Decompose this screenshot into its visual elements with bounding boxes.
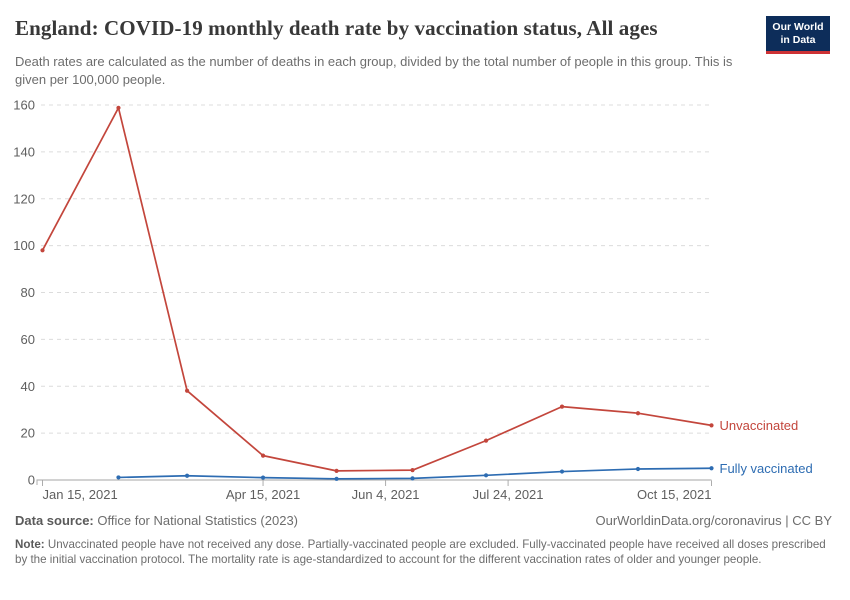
data-point-marker (184, 473, 190, 478)
data-point-marker (260, 453, 266, 458)
y-axis-tick-label: 140 (13, 144, 35, 159)
data-point-marker (184, 388, 190, 393)
owid-logo-line2: in Data (780, 33, 816, 46)
data-point-marker (559, 469, 565, 474)
y-axis-tick-label: 0 (28, 473, 35, 488)
data-point-marker (410, 476, 415, 481)
data-source: Data source: Office for National Statist… (15, 513, 298, 528)
note-text: Unvaccinated people have not received an… (15, 538, 826, 566)
y-axis-tick-label: 60 (21, 332, 35, 347)
x-axis-tick-label: Jul 24, 2021 (473, 487, 544, 502)
data-point-marker (116, 475, 121, 480)
footer-note: Note: Unvaccinated people have not recei… (15, 538, 831, 568)
owid-logo-line1: Our World (772, 21, 824, 33)
series-line-unvaccinated (41, 106, 713, 472)
series-end-label-fully-vaccinated: Fully vaccinated (720, 461, 813, 476)
page-title: England: COVID-19 monthly death rate by … (15, 16, 658, 40)
data-point-marker (483, 438, 489, 443)
data-point-marker (40, 248, 45, 253)
y-axis-tick-label: 40 (21, 379, 35, 394)
data-source-value: Office for National Statistics (2023) (97, 513, 298, 528)
footer-source-row: Data source: Office for National Statist… (15, 513, 832, 528)
x-axis-tick-label: Oct 15, 2021 (637, 487, 711, 502)
x-axis-tick-label: Jan 15, 2021 (43, 487, 118, 502)
data-point-marker (635, 466, 641, 472)
data-point-marker (334, 476, 339, 481)
series-end-label-unvaccinated: Unvaccinated (720, 418, 799, 433)
data-source-label: Data source: (15, 513, 94, 528)
y-axis-tick-label: 100 (13, 238, 35, 253)
data-point-marker (635, 411, 641, 416)
x-axis-tick-label: Jun 4, 2021 (352, 487, 420, 502)
data-point-marker (334, 468, 339, 473)
data-point-marker (709, 423, 714, 428)
data-point-marker (116, 105, 121, 110)
data-point-marker (410, 468, 415, 473)
data-point-marker (709, 466, 714, 471)
y-axis-tick-label: 160 (13, 98, 35, 113)
attribution-link: OurWorldinData.org/coronavirus | CC BY (595, 513, 832, 528)
y-axis-tick-label: 20 (21, 426, 35, 441)
data-point-marker (559, 404, 565, 409)
data-point-marker (260, 475, 266, 480)
x-axis-tick-label: Apr 15, 2021 (226, 487, 300, 502)
y-axis-tick-label: 80 (21, 285, 35, 300)
chart-subtitle: Death rates are calculated as the number… (15, 54, 733, 88)
owid-logo: Our World in Data (766, 16, 830, 54)
y-axis-tick-label: 120 (13, 191, 35, 206)
note-label: Note: (15, 538, 45, 551)
line-chart: 0 20 40 60 80 100 120 140 160 Jan 15, 2021 Apr 15,… (13, 98, 813, 503)
data-point-marker (483, 473, 489, 478)
